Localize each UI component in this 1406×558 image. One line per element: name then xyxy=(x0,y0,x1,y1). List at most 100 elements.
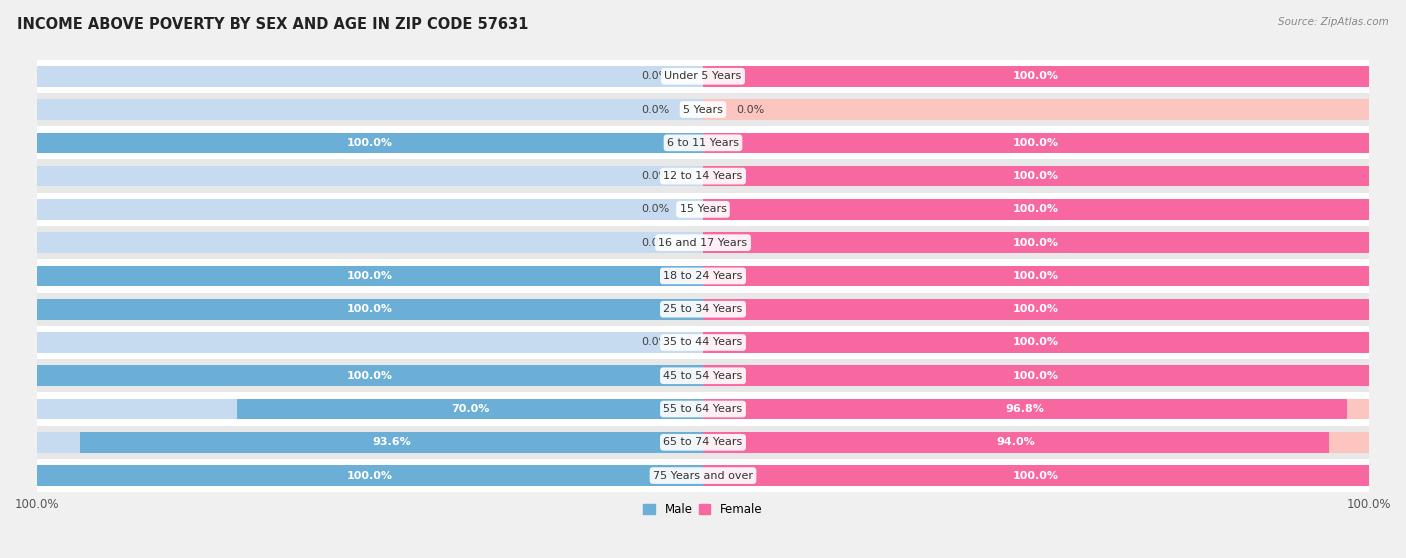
Text: 35 to 44 Years: 35 to 44 Years xyxy=(664,338,742,348)
Text: 65 to 74 Years: 65 to 74 Years xyxy=(664,437,742,448)
Text: Source: ZipAtlas.com: Source: ZipAtlas.com xyxy=(1278,17,1389,27)
Bar xyxy=(703,332,1369,353)
Bar xyxy=(703,199,1369,220)
Bar xyxy=(37,432,703,453)
Text: INCOME ABOVE POVERTY BY SEX AND AGE IN ZIP CODE 57631: INCOME ABOVE POVERTY BY SEX AND AGE IN Z… xyxy=(17,17,529,32)
Bar xyxy=(37,292,1369,326)
Text: 100.0%: 100.0% xyxy=(1012,204,1059,214)
Bar xyxy=(703,365,1369,386)
Bar xyxy=(37,399,703,420)
Bar xyxy=(703,266,1369,286)
Text: 5 Years: 5 Years xyxy=(683,104,723,114)
Text: 100.0%: 100.0% xyxy=(347,371,394,381)
Bar xyxy=(37,93,1369,126)
Bar xyxy=(37,60,1369,93)
Bar xyxy=(703,299,1369,320)
Text: Under 5 Years: Under 5 Years xyxy=(665,71,741,81)
Bar xyxy=(703,166,1369,186)
Text: 100.0%: 100.0% xyxy=(1012,271,1059,281)
Text: 100.0%: 100.0% xyxy=(347,470,394,480)
Text: 100.0%: 100.0% xyxy=(1012,138,1059,148)
Text: 25 to 34 Years: 25 to 34 Years xyxy=(664,304,742,314)
Bar xyxy=(703,399,1369,420)
Text: 93.6%: 93.6% xyxy=(373,437,411,448)
Bar xyxy=(703,66,1369,86)
Bar xyxy=(703,465,1369,486)
Bar xyxy=(37,359,1369,392)
Bar xyxy=(238,399,703,420)
Bar xyxy=(37,326,1369,359)
Bar xyxy=(37,365,703,386)
Bar xyxy=(703,299,1369,320)
Text: 0.0%: 0.0% xyxy=(641,171,669,181)
Text: 100.0%: 100.0% xyxy=(1012,238,1059,248)
Text: 75 Years and over: 75 Years and over xyxy=(652,470,754,480)
Text: 96.8%: 96.8% xyxy=(1005,404,1045,414)
Bar xyxy=(37,459,1369,492)
Bar xyxy=(37,126,1369,160)
Bar xyxy=(703,399,1347,420)
Text: 100.0%: 100.0% xyxy=(1012,371,1059,381)
Text: 0.0%: 0.0% xyxy=(641,338,669,348)
Bar xyxy=(37,266,703,286)
Bar xyxy=(703,465,1369,486)
Text: 0.0%: 0.0% xyxy=(641,71,669,81)
Text: 100.0%: 100.0% xyxy=(1012,71,1059,81)
Text: 100.0%: 100.0% xyxy=(347,271,394,281)
Text: 18 to 24 Years: 18 to 24 Years xyxy=(664,271,742,281)
Text: 15 Years: 15 Years xyxy=(679,204,727,214)
Text: 12 to 14 Years: 12 to 14 Years xyxy=(664,171,742,181)
Bar xyxy=(37,465,703,486)
Bar xyxy=(37,299,703,320)
Text: 0.0%: 0.0% xyxy=(641,104,669,114)
Text: 16 and 17 Years: 16 and 17 Years xyxy=(658,238,748,248)
Text: 100.0%: 100.0% xyxy=(1012,171,1059,181)
Bar xyxy=(37,465,703,486)
Bar xyxy=(703,332,1369,353)
Bar xyxy=(37,259,1369,292)
Bar xyxy=(703,432,1369,453)
Text: 55 to 64 Years: 55 to 64 Years xyxy=(664,404,742,414)
Bar xyxy=(703,266,1369,286)
Bar xyxy=(80,432,703,453)
Bar xyxy=(703,132,1369,153)
Text: 0.0%: 0.0% xyxy=(641,238,669,248)
Bar xyxy=(703,232,1369,253)
Bar xyxy=(37,226,1369,259)
Bar xyxy=(37,365,703,386)
Text: 45 to 54 Years: 45 to 54 Years xyxy=(664,371,742,381)
Text: 70.0%: 70.0% xyxy=(451,404,489,414)
Bar xyxy=(703,66,1369,86)
Bar xyxy=(37,332,703,353)
Bar xyxy=(37,232,703,253)
Bar xyxy=(37,132,703,153)
Bar xyxy=(37,66,703,86)
Bar xyxy=(37,199,703,220)
Bar xyxy=(703,365,1369,386)
Bar xyxy=(37,193,1369,226)
Text: 100.0%: 100.0% xyxy=(347,304,394,314)
Bar xyxy=(37,426,1369,459)
Bar xyxy=(37,160,1369,193)
Text: 100.0%: 100.0% xyxy=(1012,338,1059,348)
Text: 94.0%: 94.0% xyxy=(997,437,1035,448)
Text: 6 to 11 Years: 6 to 11 Years xyxy=(666,138,740,148)
Text: 100.0%: 100.0% xyxy=(1012,304,1059,314)
Bar xyxy=(703,232,1369,253)
Text: 100.0%: 100.0% xyxy=(347,138,394,148)
Bar xyxy=(703,132,1369,153)
Text: 0.0%: 0.0% xyxy=(737,104,765,114)
Bar xyxy=(37,166,703,186)
Bar xyxy=(37,132,703,153)
Bar xyxy=(37,392,1369,426)
Bar xyxy=(703,99,1369,120)
Text: 0.0%: 0.0% xyxy=(641,204,669,214)
Text: 100.0%: 100.0% xyxy=(1012,470,1059,480)
Bar xyxy=(703,432,1329,453)
Bar xyxy=(703,166,1369,186)
Bar xyxy=(703,199,1369,220)
Bar xyxy=(37,99,703,120)
Legend: Male, Female: Male, Female xyxy=(638,498,768,521)
Bar xyxy=(37,266,703,286)
Bar xyxy=(37,299,703,320)
